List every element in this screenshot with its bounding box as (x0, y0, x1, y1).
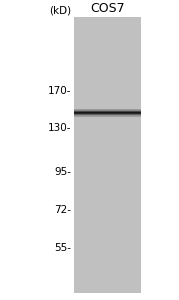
Text: 55-: 55- (54, 243, 71, 254)
Text: 170-: 170- (48, 86, 71, 96)
Text: 72-: 72- (54, 205, 71, 215)
Text: 130-: 130- (48, 123, 71, 133)
Text: COS7: COS7 (91, 2, 125, 15)
Text: 95-: 95- (54, 167, 71, 177)
Bar (74, 17, 141, 292)
Text: (kD): (kD) (49, 5, 71, 15)
